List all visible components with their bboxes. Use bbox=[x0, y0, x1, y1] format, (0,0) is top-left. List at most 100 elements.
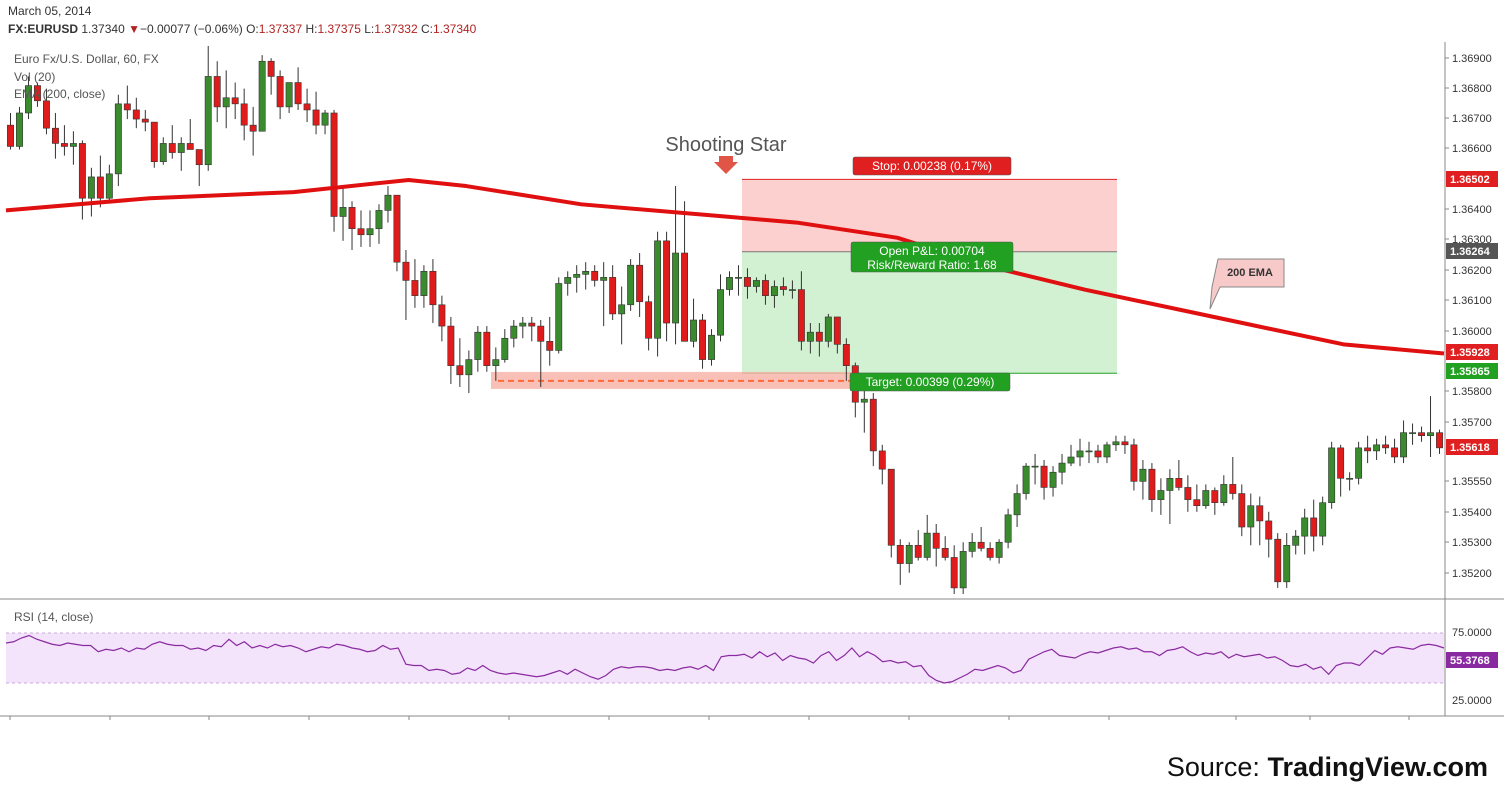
rsi-value-bg bbox=[1446, 652, 1498, 668]
candle-body bbox=[1193, 499, 1201, 507]
candle-body bbox=[321, 112, 329, 126]
chart-date: March 05, 2014 bbox=[8, 4, 92, 18]
candle-body bbox=[761, 280, 769, 296]
candle-body bbox=[815, 331, 823, 342]
price-label-bg bbox=[1446, 171, 1498, 187]
open-pl-badge-text: Risk/Reward Ratio: 1.68 bbox=[867, 258, 997, 272]
candle-body bbox=[114, 103, 122, 175]
stop-badge-text: Stop: 0.00238 (0.17%) bbox=[872, 159, 992, 173]
candle-body bbox=[555, 283, 563, 351]
candle-body bbox=[986, 548, 994, 558]
candle-body bbox=[1364, 447, 1372, 452]
candle-body bbox=[663, 240, 671, 324]
candle-body bbox=[1049, 471, 1057, 488]
candle-body bbox=[726, 277, 733, 290]
candle-body bbox=[833, 316, 841, 345]
candle-body bbox=[1256, 505, 1264, 522]
candle-body bbox=[1202, 490, 1210, 507]
candle-body bbox=[950, 557, 958, 589]
candle-body bbox=[1409, 432, 1416, 434]
candle-body bbox=[1058, 462, 1066, 473]
y-tick-label: 1.36000 bbox=[1452, 326, 1492, 338]
candle-body bbox=[1301, 517, 1309, 537]
legend-title[interactable]: Euro Fx/U.S. Dollar, 60, FX bbox=[14, 52, 159, 66]
candle-body bbox=[375, 210, 383, 229]
price-label-bg bbox=[1446, 363, 1498, 379]
candle-body bbox=[779, 286, 787, 290]
down-arrow-icon: ▼ bbox=[128, 22, 140, 36]
candle-body bbox=[1211, 490, 1219, 503]
candle-body bbox=[285, 82, 293, 108]
legend-volume[interactable]: Vol (20) bbox=[14, 70, 56, 84]
candle-body bbox=[797, 289, 805, 342]
candle-body bbox=[914, 544, 922, 558]
candle-body bbox=[1382, 444, 1390, 449]
price-label: 1.35928 bbox=[1450, 347, 1490, 359]
legend-rsi[interactable]: RSI (14, close) bbox=[14, 610, 94, 624]
close-label: C: bbox=[420, 22, 433, 36]
candle-body bbox=[860, 398, 868, 403]
price-label: 1.35618 bbox=[1450, 442, 1490, 454]
candle-body bbox=[600, 277, 608, 281]
candle-body bbox=[1103, 444, 1111, 458]
candle-body bbox=[42, 100, 50, 129]
high-label: H: bbox=[305, 22, 318, 36]
candle-body bbox=[1337, 447, 1345, 479]
candle-body bbox=[429, 270, 437, 306]
candle-body bbox=[96, 176, 104, 199]
candle-body bbox=[1139, 468, 1147, 482]
last-price: 1.37340 bbox=[81, 22, 125, 36]
candle-body bbox=[887, 468, 895, 546]
stop-zone bbox=[742, 179, 1117, 252]
rsi-tick-label: 75.0000 bbox=[1452, 627, 1492, 639]
candle-body bbox=[357, 228, 365, 236]
candle-body bbox=[681, 252, 689, 342]
ema-callout-text: 200 EMA bbox=[1227, 267, 1273, 279]
candle-body bbox=[249, 124, 257, 132]
y-tick-label: 1.36600 bbox=[1452, 143, 1492, 155]
y-tick-label: 1.35700 bbox=[1452, 417, 1492, 429]
candle-body bbox=[1067, 456, 1075, 464]
y-tick-label: 1.36200 bbox=[1452, 265, 1492, 277]
candle-body bbox=[438, 304, 446, 327]
candle-body bbox=[842, 344, 850, 366]
candle-body bbox=[1355, 447, 1363, 479]
candle-body bbox=[1184, 487, 1192, 500]
legend-ema[interactable]: EMA (200, close) bbox=[14, 87, 106, 101]
down-arrow-icon bbox=[714, 156, 738, 174]
candle-body bbox=[1418, 432, 1425, 436]
candle-body bbox=[1346, 478, 1354, 480]
y-tick-label: 1.35200 bbox=[1452, 568, 1492, 580]
candle-body bbox=[186, 143, 194, 150]
candle-body bbox=[276, 76, 284, 108]
open-pl-badge-text: Open P&L: 0.00704 bbox=[879, 244, 985, 258]
candle-body bbox=[528, 322, 536, 327]
candle-body bbox=[141, 118, 149, 123]
candle-body bbox=[708, 334, 715, 360]
candle-body bbox=[1166, 478, 1174, 491]
symbol[interactable]: FX:EURUSD bbox=[8, 22, 79, 36]
candle-body bbox=[1121, 441, 1129, 446]
candle-body bbox=[474, 331, 482, 360]
candle-body bbox=[1130, 444, 1138, 482]
candle-body bbox=[348, 207, 356, 229]
candle-body bbox=[1436, 432, 1443, 449]
candle-body bbox=[510, 325, 518, 339]
price-label-bg bbox=[1446, 243, 1498, 259]
price-chart[interactable]: 1.369001.368001.367001.366001.364001.363… bbox=[0, 0, 1504, 720]
candle-body bbox=[1373, 444, 1381, 452]
candle-body bbox=[788, 289, 796, 291]
candle-body bbox=[1274, 538, 1282, 583]
candle-body bbox=[177, 143, 185, 153]
candle-body bbox=[159, 143, 167, 162]
y-tick-label: 1.36700 bbox=[1452, 113, 1492, 125]
candle-body bbox=[51, 127, 59, 144]
candle-body bbox=[384, 194, 392, 211]
candle-body bbox=[339, 207, 347, 217]
candle-body bbox=[105, 173, 113, 199]
candle-body bbox=[1265, 520, 1273, 540]
close-value: 1.37340 bbox=[432, 22, 477, 36]
candle-body bbox=[1157, 490, 1165, 500]
target-badge-box bbox=[849, 372, 1011, 392]
candle-body bbox=[1148, 468, 1156, 500]
